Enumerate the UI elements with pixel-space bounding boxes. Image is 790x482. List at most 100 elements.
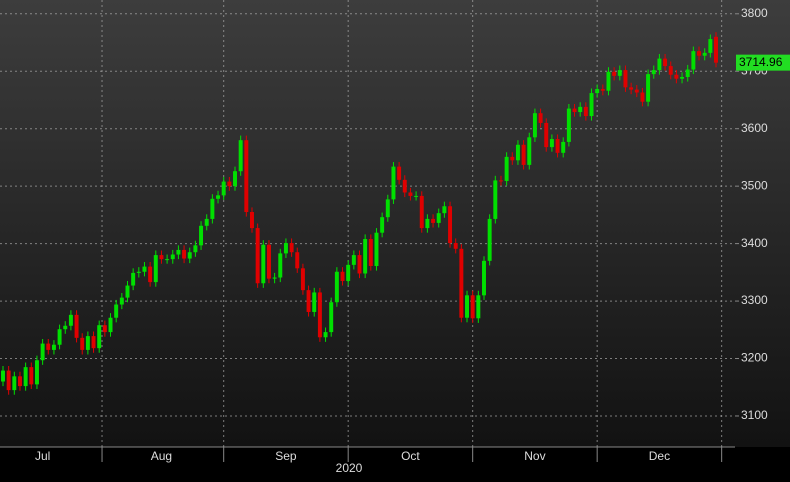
last-price-label: 3714.96	[739, 55, 783, 69]
candle-body	[119, 297, 124, 305]
candle-body	[504, 156, 509, 181]
candle-body	[238, 140, 243, 172]
candle-body	[289, 243, 294, 253]
candle-body	[340, 271, 345, 281]
candle-body	[589, 93, 594, 117]
candle-body	[334, 271, 339, 303]
candle-body	[572, 108, 577, 113]
candle-body	[221, 181, 226, 196]
year-label: 2020	[336, 461, 363, 475]
candle-body	[102, 325, 107, 333]
candle-body	[697, 51, 702, 56]
candle-body	[685, 69, 690, 77]
candle-body	[278, 253, 283, 278]
y-tick-label: 3400	[741, 236, 768, 250]
candle-body	[566, 108, 571, 142]
candle-body	[17, 376, 22, 387]
candle-body	[578, 106, 583, 113]
candle-body	[187, 252, 192, 259]
x-tick-label: Jul	[35, 449, 50, 463]
candle-body	[623, 70, 628, 88]
candle-body	[617, 70, 622, 76]
candle-body	[199, 225, 204, 246]
candle-body	[680, 76, 685, 79]
x-tick-label: Dec	[649, 449, 670, 463]
candle-body	[510, 156, 515, 161]
candle-body	[691, 51, 696, 70]
candle-body	[385, 199, 390, 218]
x-tick-label: Sep	[275, 449, 297, 463]
candle-body	[493, 180, 498, 219]
candle-body	[425, 218, 430, 229]
candle-body	[153, 255, 158, 283]
candle-body	[674, 74, 679, 79]
candle-body	[34, 360, 39, 385]
candle-body	[397, 166, 402, 180]
candle-body	[216, 195, 221, 199]
candle-body	[431, 218, 436, 223]
candle-body	[668, 66, 673, 75]
candle-body	[612, 71, 617, 76]
last-price-box	[736, 54, 790, 71]
candle-body	[408, 192, 413, 196]
candle-body	[538, 113, 543, 123]
candle-body	[527, 137, 532, 165]
candle-body	[657, 58, 662, 71]
candle-body	[640, 92, 645, 102]
candle-body	[498, 180, 503, 182]
candle-body	[300, 268, 305, 291]
y-tick-label: 3800	[741, 6, 768, 20]
y-tick-label: 3200	[741, 351, 768, 365]
candle-body	[80, 337, 85, 350]
candle-body	[12, 376, 17, 391]
candle-body	[317, 292, 322, 338]
candle-body	[125, 285, 130, 298]
candle-body	[114, 304, 119, 318]
candle-body	[159, 255, 164, 260]
candle-body	[346, 264, 351, 281]
candle-body	[555, 139, 560, 153]
candle-body	[244, 140, 249, 213]
candle-body	[459, 248, 464, 318]
candle-body	[374, 232, 379, 267]
x-tick-label: Aug	[151, 449, 172, 463]
candle-body	[436, 213, 441, 223]
candle-body	[74, 314, 79, 338]
candle-body	[515, 144, 520, 161]
candle-body	[465, 295, 469, 318]
candle-body	[414, 195, 419, 197]
candle-body	[561, 141, 566, 153]
candle-body	[702, 52, 707, 56]
candle-body	[1, 370, 5, 382]
candle-body	[448, 206, 453, 244]
candle-body	[487, 218, 492, 261]
candle-body	[6, 370, 11, 391]
candle-body	[266, 244, 271, 279]
candle-body	[357, 255, 362, 274]
plot-background	[0, 0, 790, 447]
candle-body	[600, 89, 605, 91]
candle-body	[68, 314, 73, 326]
y-tick-label: 3600	[741, 121, 768, 135]
candle-body	[250, 212, 254, 229]
candle-body	[532, 113, 537, 138]
candle-body	[176, 249, 181, 255]
candle-body	[108, 317, 113, 333]
candle-body	[708, 39, 713, 53]
candle-body	[363, 239, 368, 274]
candle-body	[23, 367, 28, 387]
candle-body	[142, 266, 147, 272]
candle-body	[549, 139, 554, 148]
candle-body	[136, 271, 141, 273]
candle-body	[402, 179, 407, 193]
candle-body	[663, 58, 668, 67]
candle-body	[227, 181, 232, 187]
candle-body	[255, 228, 260, 284]
candle-body	[193, 245, 198, 253]
candle-body	[165, 259, 170, 261]
x-tick-label: Oct	[401, 449, 420, 463]
candle-body	[51, 344, 56, 350]
candle-body	[57, 329, 62, 345]
candle-body	[210, 198, 215, 219]
